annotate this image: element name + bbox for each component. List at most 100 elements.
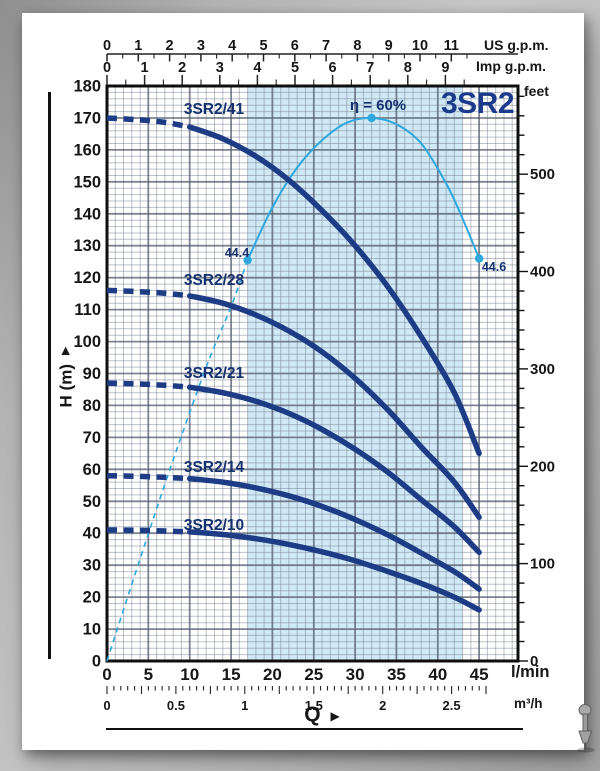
m3h-tick-label: 2.5	[443, 698, 461, 713]
head-curve-dashed	[106, 287, 190, 299]
bottom-margin-rule	[106, 728, 523, 731]
chart-title: 3SR2	[440, 87, 515, 120]
plot-frame	[105, 84, 520, 663]
h-axis-tick-label: 10	[83, 621, 101, 639]
imp-gpm-unit-label: Imp g.p.m.	[476, 58, 546, 74]
us-gpm-tick-label: 9	[385, 38, 393, 54]
head-curve	[186, 529, 482, 613]
q-axis-label: Q ▶	[287, 704, 357, 725]
h-axis-tick-label: 30	[83, 557, 101, 575]
h-axis-tick-label: 40	[83, 525, 101, 543]
efficiency-end-value: 44.6	[481, 260, 507, 274]
us-gpm-tick-label: 4	[228, 38, 236, 54]
h-axis-label: H (m) ▶	[56, 346, 76, 408]
efficiency-marker	[243, 255, 252, 265]
efficiency-peak-label: η = 60%	[349, 97, 407, 114]
imp-gpm-tick-label: 2	[178, 60, 186, 76]
curve-label: 3SR2/14	[183, 458, 245, 476]
feet-tick-label: 400	[530, 264, 555, 281]
us-gpm-tick-label: 11	[444, 38, 459, 54]
catalog-page: 0 100 200 300 400 500 0 1 2 3 4 5 6 7 8 9 10 11 0 1 2 3 4 5 6 7 8 9…	[22, 13, 584, 750]
feet-tick-label: 200	[530, 458, 555, 475]
us-gpm-tick-label: 0	[103, 38, 111, 54]
h-axis-tick-label: 50	[83, 493, 101, 511]
curve-label: 3SR2/41	[183, 101, 245, 118]
lmin-tick-label: 0	[102, 665, 111, 684]
feet-tick-label: 0	[530, 653, 538, 670]
us-gpm-tick-label: 2	[166, 38, 174, 54]
h-axis-arrow-icon: ▶	[59, 346, 72, 356]
h-axis-tick-label: 130	[73, 237, 101, 255]
h-axis-tick-label: 110	[74, 301, 101, 319]
lmin-unit-label: l/min	[511, 663, 550, 681]
imp-gpm-tick-label: 9	[441, 60, 449, 76]
lmin-tick-label: 25	[304, 665, 323, 684]
us-gpm-unit-label: US g.p.m.	[484, 37, 549, 53]
h-axis-tick-label: 70	[83, 429, 101, 447]
us-gpm-tick-label: 6	[291, 38, 299, 54]
us-gpm-tick-label: 3	[197, 38, 205, 54]
h-axis-tick-label: 80	[83, 397, 101, 415]
head-curve-dashed	[106, 115, 191, 130]
us-gpm-tick-label: 7	[322, 38, 330, 54]
feet-tick-label: 500	[530, 166, 555, 183]
efficiency-marker	[367, 113, 376, 123]
lmin-tick-label: 20	[263, 665, 282, 684]
h-axis-tick-label: 160	[73, 141, 101, 159]
head-curve	[186, 293, 482, 521]
m3h-tick-label: 0.5	[167, 698, 185, 713]
imp-gpm-tick-label: 5	[291, 60, 299, 76]
feet-unit-label: feet	[524, 83, 549, 99]
efficiency-start-value: 44.4	[224, 246, 250, 260]
m3h-tick-label: 0	[103, 698, 110, 713]
h-axis-tick-label: 0	[92, 653, 101, 671]
lmin-tick-label: 5	[144, 665, 153, 684]
h-axis-tick-label: 140	[73, 205, 101, 223]
pushpin-icon	[570, 702, 600, 756]
h-axis-tick-label: 100	[73, 333, 101, 351]
h-axis-tick-label: 150	[73, 173, 101, 191]
h-axis-text: H (m)	[56, 364, 76, 408]
lmin-tick-label: 40	[428, 665, 447, 684]
us-gpm-tick-label: 8	[353, 38, 361, 54]
us-gpm-tick-label: 10	[412, 38, 428, 54]
imp-gpm-tick-label: 0	[103, 60, 111, 76]
h-axis-tick-label: 180	[73, 78, 101, 96]
imp-gpm-tick-label: 7	[366, 60, 374, 76]
m3h-tick-label: 1.5	[305, 698, 323, 713]
lmin-tick-label: 15	[222, 665, 241, 684]
h-axis-tick-label: 60	[83, 461, 101, 479]
imp-gpm-tick-label: 6	[329, 60, 337, 76]
head-curve-dashed	[106, 380, 190, 390]
head-curve-dashed	[106, 527, 190, 535]
head-curve	[186, 475, 482, 592]
m3h-unit-label: m³/h	[514, 696, 543, 711]
us-gpm-tick-label: 1	[134, 38, 142, 54]
h-axis-tick-label: 90	[83, 365, 101, 383]
q-axis-text: Q	[304, 703, 321, 726]
efficiency-curve-dashed	[106, 259, 249, 662]
lmin-tick-label: 30	[346, 665, 365, 684]
efficiency-marker	[474, 254, 484, 263]
imp-gpm-tick-label: 3	[216, 60, 224, 76]
m3h-tick-label: 2	[379, 698, 386, 713]
imp-gpm-tick-label: 1	[141, 60, 149, 76]
left-margin-rule	[48, 92, 51, 659]
m3h-tick-label: 1	[241, 698, 248, 713]
curve-label: 3SR2/21	[183, 364, 245, 382]
curve-label: 3SR2/10	[183, 516, 245, 534]
h-axis-tick-label: 170	[73, 110, 101, 128]
imp-gpm-tick-label: 8	[404, 60, 412, 76]
lmin-tick-label: 35	[387, 665, 406, 684]
head-curve	[186, 124, 482, 457]
imp-gpm-tick-label: 4	[253, 60, 261, 76]
us-gpm-tick-label: 5	[259, 38, 267, 54]
h-axis-tick-label: 120	[73, 269, 101, 287]
lmin-tick-label: 10	[180, 665, 199, 684]
feet-tick-label: 300	[530, 361, 555, 378]
q-arrow-icon: ▶	[330, 708, 340, 723]
feet-tick-label: 100	[530, 556, 555, 573]
curve-label: 3SR2/28	[183, 271, 245, 289]
